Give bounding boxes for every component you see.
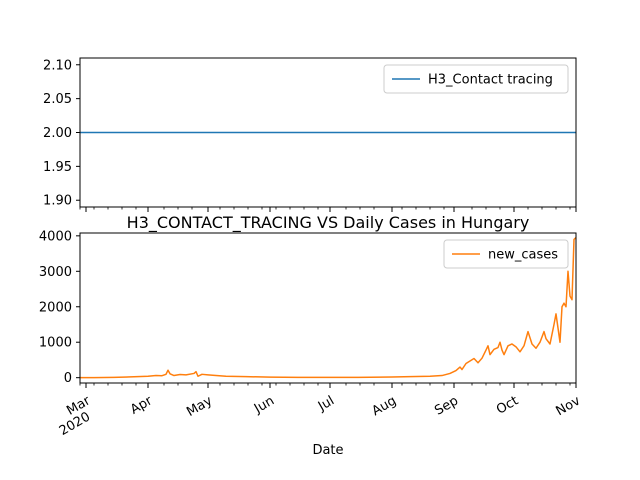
x-tick-label-3: Jun: [251, 393, 277, 417]
legend-1: H3_Contact tracing: [383, 64, 569, 94]
x-tick-label-4: Jul: [315, 393, 337, 414]
y-tick-label-1-1: 1.95: [43, 160, 72, 175]
legend-label-2: new_cases: [488, 248, 558, 263]
legend-2: new_cases: [443, 239, 569, 269]
y-tick-label-2-4: 4000: [39, 229, 72, 244]
legend-box-1: [383, 64, 569, 94]
x-tick-label-6: Sep: [432, 393, 461, 418]
axes-frame-2: [79, 232, 577, 384]
x-tick-label-1: Apr: [128, 393, 156, 418]
y-tick-label-2-1: 1000: [39, 336, 72, 351]
series-line-2-1: [79, 237, 577, 379]
subplot-1: 1.90 1.95 2.00 2.05 2.10 H3_Contact tracing: [43, 57, 577, 212]
y-tick-label-2-2: 2000: [39, 300, 72, 315]
y-tick-label-1-2: 2.00: [43, 126, 72, 141]
subplots: 1.90 1.95 2.00 2.05 2.10 H3_Contact tracing 0 1…: [39, 57, 583, 439]
legend-label-1: H3_Contact tracing: [428, 73, 553, 88]
x-tick-label-7: Oct: [494, 393, 521, 417]
y-tick-label-1-0: 1.90: [43, 194, 72, 209]
x-tick-label-5: Aug: [370, 393, 399, 419]
y-tick-label-1-3: 2.05: [43, 92, 72, 107]
legend-box-2: [443, 239, 569, 269]
x-tick-label-8: Nov: [554, 393, 584, 419]
y-tick-label-2-3: 3000: [39, 265, 72, 280]
y-tick-label-2-0: 0: [64, 371, 72, 386]
x-axis-title: Date: [312, 443, 343, 458]
y-tick-label-1-4: 2.10: [43, 58, 72, 73]
x-tick-label-2: May: [184, 393, 215, 420]
chart-title: H3_CONTACT_TRACING VS Daily Cases in Hun…: [127, 213, 530, 233]
